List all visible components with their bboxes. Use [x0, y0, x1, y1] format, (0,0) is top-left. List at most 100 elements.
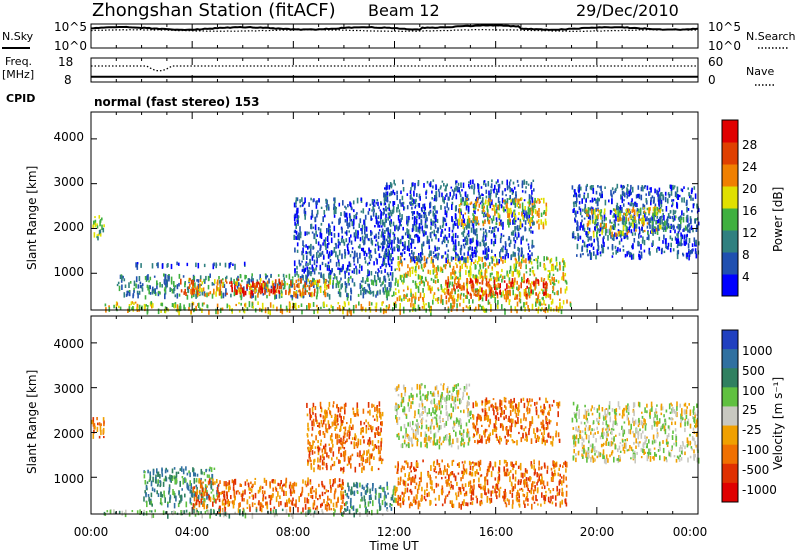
scatter-cell [587, 253, 589, 257]
scatter-cell [631, 198, 633, 202]
scatter-cell [543, 197, 545, 204]
scatter-cell [432, 258, 434, 263]
scatter-cell [518, 255, 520, 260]
scatter-cell [394, 225, 396, 232]
scatter-cell [511, 278, 514, 284]
scatter-cell [252, 278, 254, 281]
scatter-cell [317, 227, 320, 231]
scatter-cell [422, 297, 425, 302]
scatter-cell [315, 491, 317, 496]
scatter-cell [447, 290, 450, 296]
scatter-cell [539, 299, 541, 302]
scatter-cell [157, 479, 159, 484]
scatter-cell [243, 290, 245, 297]
scatter-cell [96, 417, 98, 421]
scatter-cell [378, 229, 381, 232]
scatter-cell [108, 306, 111, 312]
scatter-cell [300, 232, 302, 236]
scatter-cell [298, 259, 301, 265]
scatter-cell [475, 255, 478, 258]
scatter-cell [220, 293, 223, 299]
scatter-cell [434, 205, 436, 211]
scatter-cell [614, 208, 616, 212]
scatter-cell [289, 303, 291, 309]
scatter-cell [432, 262, 434, 268]
scatter-cell [435, 218, 437, 222]
scatter-cell [526, 285, 528, 289]
scatter-cell [337, 302, 340, 305]
scatter-cell [361, 462, 364, 466]
scatter-cell [268, 494, 270, 499]
scatter-cell [460, 287, 463, 291]
scatter-cell [469, 254, 472, 261]
scatter-cell [439, 267, 442, 273]
scatter-cell [626, 184, 629, 187]
scatter-cell [313, 490, 315, 493]
scatter-cell [248, 279, 250, 285]
scatter-cell [375, 294, 377, 298]
scatter-cell [453, 304, 455, 308]
scatter-cell [311, 214, 314, 218]
scatter-cell [195, 484, 198, 488]
scatter-cell [261, 503, 263, 508]
scatter-cell [299, 263, 301, 267]
scatter-cell [460, 244, 463, 251]
scatter-cell [302, 479, 304, 484]
scatter-cell [326, 205, 328, 211]
scatter-cell [333, 225, 336, 232]
scatter-cell [542, 282, 545, 289]
scatter-cell [485, 247, 488, 251]
scatter-cell [198, 503, 201, 508]
scatter-cell [461, 196, 464, 202]
scatter-cell [359, 504, 361, 509]
scatter-cell [582, 239, 584, 243]
scatter-cell [626, 195, 629, 199]
scatter-cell [507, 207, 509, 214]
scatter-cell [273, 287, 275, 292]
scatter-cell [368, 287, 371, 290]
scatter-cell [378, 498, 380, 504]
scatter-cell [337, 282, 340, 288]
scatter-cell [518, 270, 521, 274]
scatter-cell [304, 480, 307, 486]
scatter-cell [277, 482, 279, 487]
scatter-cell [527, 218, 530, 223]
scatter-cell [514, 202, 517, 208]
scatter-cell [226, 494, 228, 500]
scatter-cell [349, 254, 352, 258]
scatter-cell [137, 293, 139, 299]
scatter-cell [381, 500, 384, 506]
scatter-cell [601, 247, 604, 254]
scatter-cell [338, 270, 341, 275]
scatter-cell [316, 291, 318, 297]
scatter-cell [326, 292, 329, 297]
scatter-cell [659, 224, 662, 230]
scatter-cell [337, 246, 340, 249]
scatter-cell [385, 191, 387, 197]
scatter-cell [206, 474, 209, 478]
scatter-cell [389, 503, 392, 506]
scatter-cell [166, 469, 169, 473]
scatter-cell [643, 249, 646, 253]
scatter-cell [501, 278, 503, 283]
scatter-cell [562, 272, 565, 278]
scatter-cell [445, 194, 447, 197]
scatter-cell [315, 295, 318, 300]
scatter-cell [152, 286, 154, 292]
scatter-cell [592, 220, 595, 224]
scatter-cell [423, 263, 425, 269]
scatter-cell [297, 215, 300, 219]
scatter-cell [187, 288, 190, 293]
scatter-cell [274, 279, 277, 284]
scatter-cell [473, 261, 475, 265]
scatter-cell [203, 278, 205, 283]
scatter-cell [240, 295, 243, 301]
scatter-cell [477, 188, 480, 193]
scatter-cell [295, 499, 297, 504]
scatter-cell [458, 278, 460, 284]
scatter-cell [394, 497, 396, 503]
scatter-cell [373, 199, 376, 203]
scatter-cell [316, 304, 318, 308]
scatter-cell [466, 201, 468, 206]
scatter-cell [502, 245, 504, 248]
